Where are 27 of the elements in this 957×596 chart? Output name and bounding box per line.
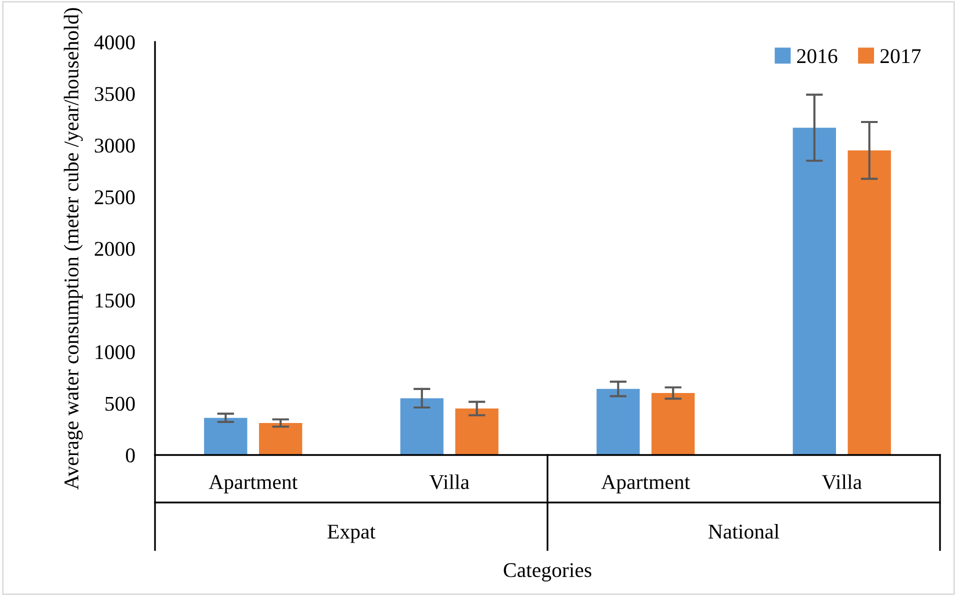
- bar: [596, 388, 640, 455]
- y-tick-label: 4000: [94, 35, 135, 50]
- y-tick-label: 3000: [94, 138, 135, 153]
- x-axis-title: Categories: [504, 563, 592, 582]
- bar: [400, 398, 444, 455]
- legend-label: 2017: [880, 49, 921, 64]
- y-tick-label: 3500: [94, 87, 135, 102]
- text: Expat: [328, 524, 376, 543]
- legend-label: 2016: [797, 49, 838, 64]
- y-axis-title: Average water consumption (meter cube /year/household): [64, 8, 83, 490]
- x-tick-label: Apartment: [208, 475, 298, 494]
- y-tick-label: 1000: [96, 345, 135, 360]
- x-tick-label: Villa: [429, 474, 470, 490]
- x-tick-label: Villa: [822, 474, 862, 490]
- bar: [259, 422, 302, 455]
- y-tick-label: 500: [106, 396, 135, 411]
- y-tick-label: 2500: [94, 190, 135, 204]
- y-tick-label: 1500: [96, 294, 135, 308]
- text: National: [708, 524, 780, 539]
- bar: [792, 128, 836, 455]
- y-tick-label: 2000: [94, 242, 135, 256]
- bar: [204, 418, 248, 455]
- bar: [652, 393, 695, 455]
- x-tick-label: Apartment: [601, 475, 690, 494]
- y-tick-label: 0: [126, 448, 135, 462]
- bar: [455, 408, 498, 455]
- bar: [848, 150, 891, 455]
